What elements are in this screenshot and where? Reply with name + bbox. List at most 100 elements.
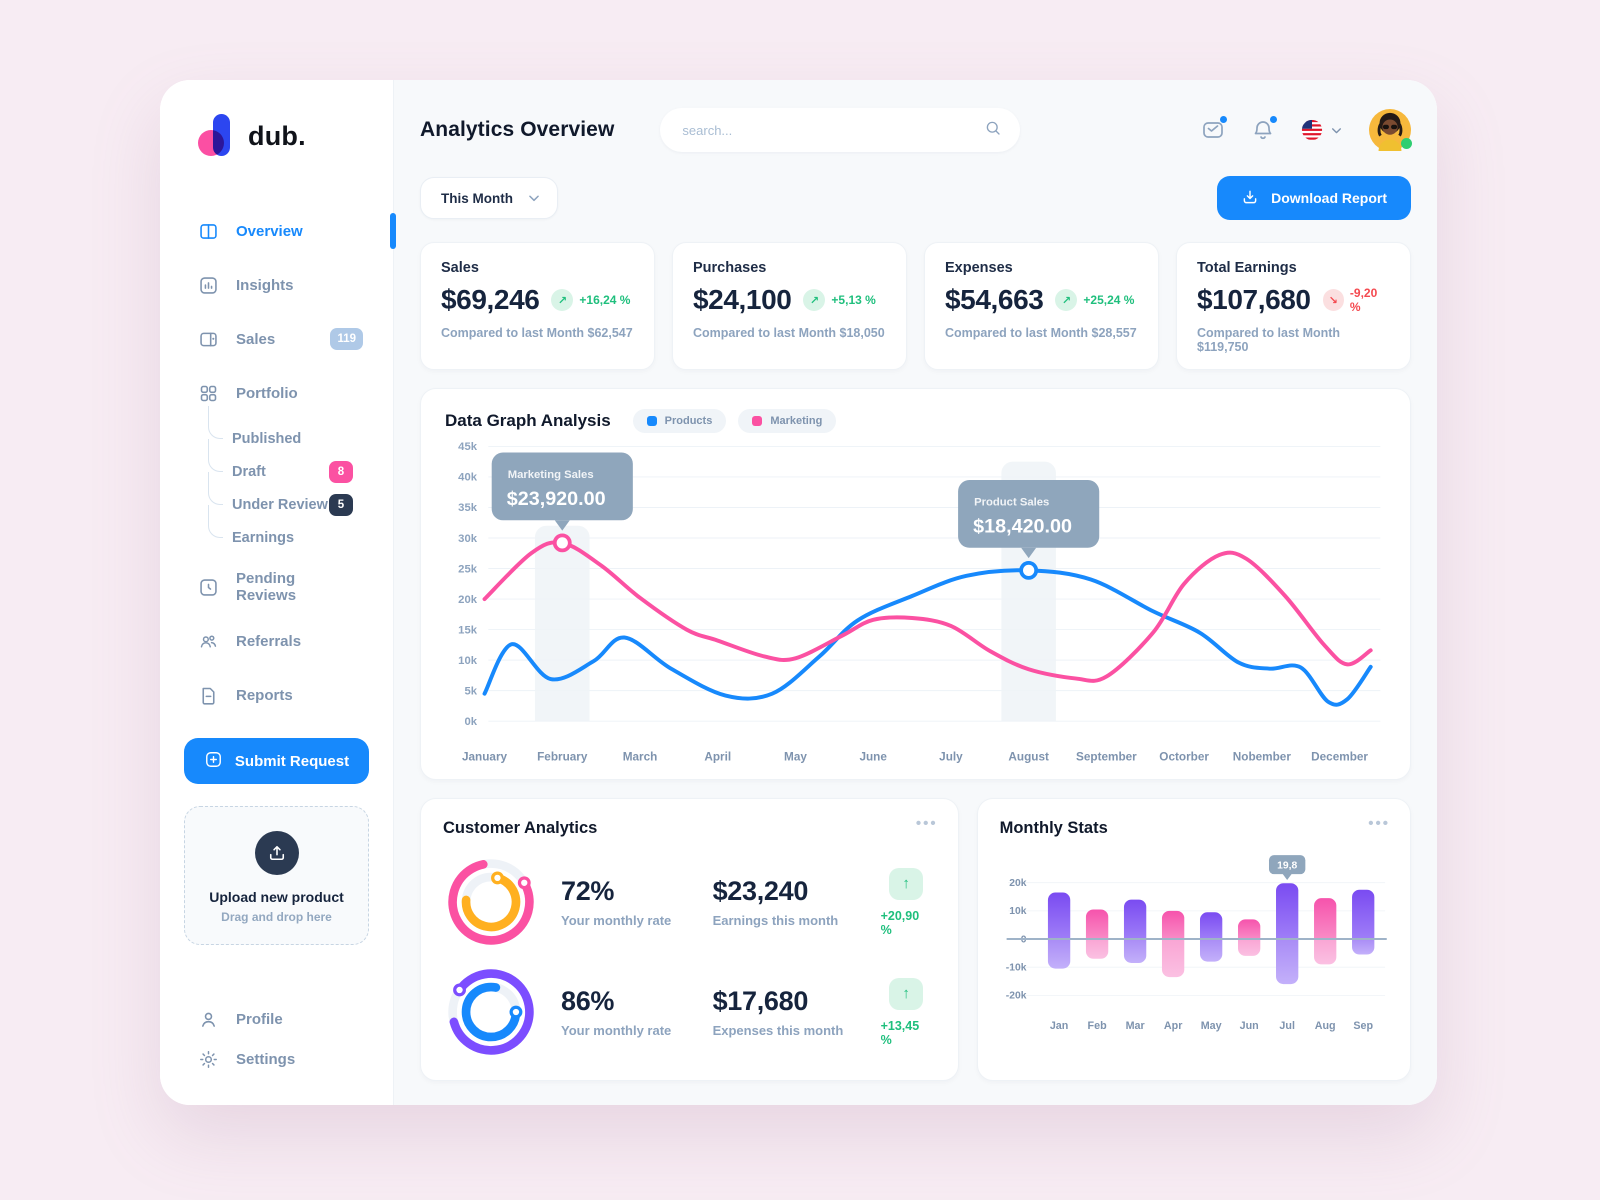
search-input[interactable] — [682, 122, 985, 138]
svg-text:January: January — [462, 751, 508, 764]
brand-logo[interactable]: dub. — [160, 114, 393, 158]
sidebar-item-sales[interactable]: Sales 119 — [160, 312, 393, 366]
sidebar-item-label: Insights — [236, 276, 294, 294]
reports-icon — [198, 685, 219, 706]
notifications-bell-icon[interactable] — [1251, 115, 1278, 142]
monthly-stats-panel: Monthly Stats ••• 20k10k0-10k-20kJanFebM… — [976, 798, 1411, 1082]
sidebar-subitem-under-review[interactable]: Under Review 5 — [208, 472, 393, 521]
sidebar-item-portfolio[interactable]: Portfolio — [160, 366, 393, 420]
amount-label: Earnings this month — [712, 913, 839, 929]
amount-value: $23,240 — [712, 876, 809, 907]
download-report-button[interactable]: Download Report — [1217, 176, 1411, 220]
sidebar-subitem-label: Published — [232, 430, 302, 447]
sidebar-item-pending-reviews[interactable]: Pending Reviews — [160, 560, 393, 614]
monthly-rate-value: 72% — [561, 876, 615, 907]
svg-text:Aug: Aug — [1314, 1020, 1335, 1032]
profile-icon — [198, 1009, 219, 1030]
svg-text:Mar: Mar — [1125, 1020, 1145, 1032]
more-options-icon[interactable]: ••• — [915, 815, 938, 833]
svg-text:July: July — [939, 751, 963, 764]
svg-text:August: August — [1008, 751, 1049, 764]
sidebar-item-insights[interactable]: Insights — [160, 258, 393, 312]
legend-products[interactable]: Products — [632, 409, 727, 433]
amount-label: Expenses this month — [712, 1023, 844, 1039]
avatar[interactable] — [1369, 109, 1412, 151]
sidebar-subitem-label: Under Review — [232, 496, 328, 513]
controls-row: This Month Download Report — [420, 176, 1411, 220]
sidebar-footer-nav: Profile Settings — [160, 999, 393, 1079]
period-dropdown[interactable]: This Month — [420, 177, 558, 219]
stat-label: Purchases — [693, 260, 767, 276]
stat-compare: Compared to last Month $62,547 — [441, 326, 633, 340]
line-chart: 45k 40k 35k 30k 25k 20k 15k 10k 5k 0k January Febru… — [445, 437, 1386, 773]
sidebar-subitem-label: Draft — [232, 463, 266, 480]
arrow-up-icon: ↑ — [889, 977, 924, 1010]
sidebar-item-referrals[interactable]: Referrals — [160, 614, 393, 668]
trend-down-arrow-icon: ↘ — [1322, 289, 1344, 311]
overview-icon — [198, 221, 219, 242]
svg-text:December: December — [1311, 751, 1368, 764]
svg-text:Marketing Sales: Marketing Sales — [508, 469, 594, 481]
sidebar-item-label: Profile — [236, 1010, 283, 1028]
stat-card-expenses: Expenses $54,663 ↗ +25,24 % Compared to … — [924, 242, 1159, 370]
bar-tooltip: 19,8 — [1268, 855, 1305, 881]
svg-text:May: May — [784, 751, 807, 764]
active-indicator — [390, 213, 396, 249]
legend-label: Products — [664, 415, 713, 427]
svg-text:$18,420.00: $18,420.00 — [973, 516, 1072, 538]
pending-reviews-icon — [198, 577, 219, 598]
count-badge: 8 — [329, 460, 353, 483]
svg-text:Jun: Jun — [1239, 1020, 1258, 1032]
svg-text:0k: 0k — [464, 716, 477, 728]
sidebar-item-label: Reports — [236, 686, 293, 704]
app-window: dub. Overview Insights Sales 119 Portfoli… — [160, 80, 1437, 1105]
sidebar-item-settings[interactable]: Settings — [160, 1039, 393, 1079]
language-selector[interactable] — [1301, 119, 1343, 141]
upload-dropzone[interactable]: Upload new product Drag and drop here — [184, 806, 369, 945]
sales-icon — [198, 329, 219, 350]
sidebar: dub. Overview Insights Sales 119 Portfoli… — [160, 80, 396, 1105]
sidebar-item-reports[interactable]: Reports — [160, 668, 393, 722]
svg-text:April: April — [704, 751, 731, 764]
delta-value: +13,45 % — [880, 1018, 920, 1047]
legend-marketing[interactable]: Marketing — [738, 409, 837, 433]
page-title: Analytics Overview — [420, 118, 615, 141]
sidebar-item-label: Overview — [236, 222, 303, 240]
us-flag-icon — [1301, 119, 1323, 141]
monthly-stats-title: Monthly Stats — [999, 819, 1108, 838]
submit-request-button[interactable]: Submit Request — [184, 738, 369, 784]
stat-value: $54,663 — [945, 284, 1044, 315]
customer-analytics-row: 86% Your monthly rate $17,680 Expenses t… — [443, 964, 936, 1060]
svg-text:10k: 10k — [458, 655, 478, 667]
chevron-down-icon — [1332, 127, 1341, 133]
settings-icon — [198, 1049, 219, 1070]
chevron-down-icon — [529, 195, 539, 202]
sidebar-subitem-draft[interactable]: Draft 8 — [208, 439, 393, 488]
trend-up-arrow-icon: ↗ — [551, 289, 574, 311]
svg-text:-20k: -20k — [1005, 991, 1026, 1002]
sidebar-subitem-earnings[interactable]: Earnings — [208, 505, 393, 554]
stat-card-total-earnings: Total Earnings $107,680 ↘ -9,20 % Compar… — [1176, 242, 1411, 370]
sidebar-item-profile[interactable]: Profile — [160, 999, 393, 1039]
svg-text:September: September — [1076, 751, 1137, 764]
sidebar-subitem-label: Earnings — [232, 529, 295, 546]
brand-name: dub. — [248, 120, 306, 151]
chart-tooltip: Product Sales $18,420.00 — [958, 480, 1100, 559]
count-badge: 5 — [329, 493, 353, 516]
upload-subtitle: Drag and drop here — [221, 910, 332, 924]
sidebar-item-overview[interactable]: Overview — [160, 204, 396, 258]
svg-text:Jul: Jul — [1279, 1020, 1295, 1032]
period-value: This Month — [441, 190, 513, 206]
stat-value: $107,680 — [1197, 284, 1311, 315]
search-icon[interactable] — [984, 119, 1002, 142]
svg-text:June: June — [859, 751, 887, 764]
stat-cards-row: Sales $69,246 ↗ +16,24 % Compared to las… — [420, 242, 1411, 370]
svg-text:40k: 40k — [458, 472, 478, 484]
sidebar-item-label: Portfolio — [236, 384, 298, 402]
sidebar-subitem-published[interactable]: Published — [208, 406, 393, 455]
messages-icon[interactable] — [1201, 115, 1228, 142]
portfolio-icon — [198, 383, 219, 404]
online-status-dot — [1401, 138, 1412, 149]
more-options-icon[interactable]: ••• — [1368, 815, 1390, 833]
customer-analytics-row: 72% Your monthly rate $23,240 Earnings t… — [443, 854, 936, 950]
